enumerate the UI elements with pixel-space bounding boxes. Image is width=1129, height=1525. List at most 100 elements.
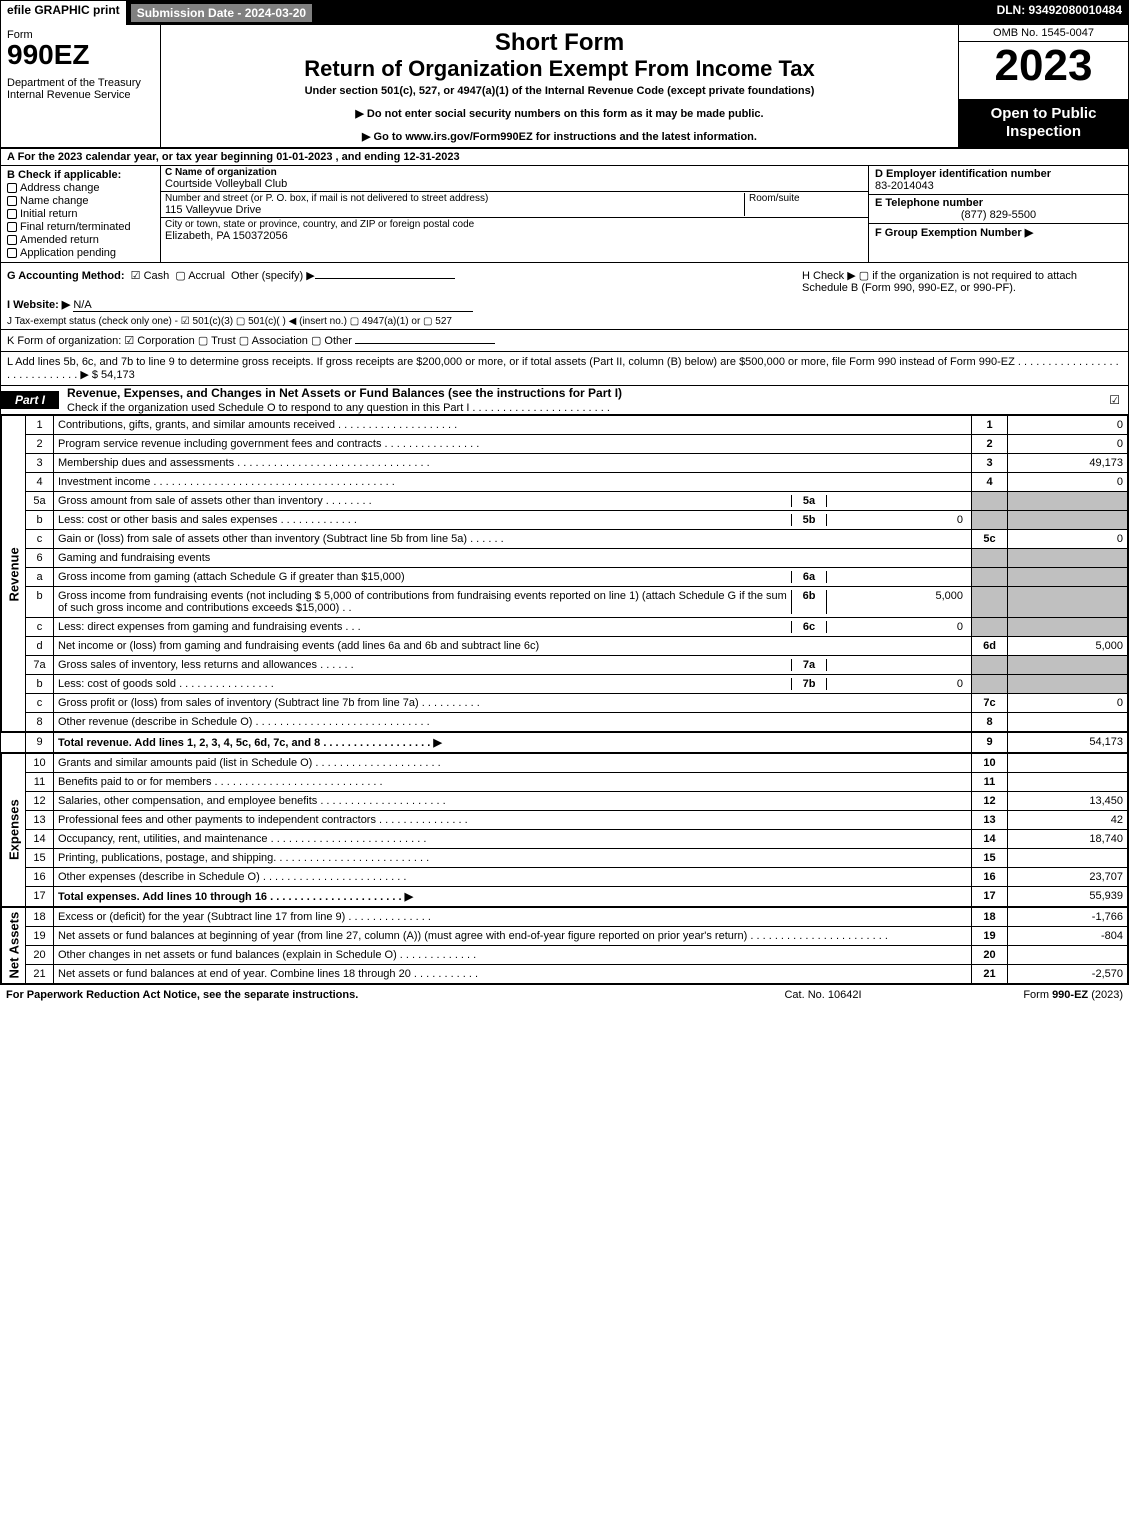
ln-19: 19 [26,927,54,946]
chk-initial-return-label: Initial return [20,208,77,220]
g-accrual: Accrual [188,270,225,282]
num-6c-shade [972,618,1008,637]
section-b: B Check if applicable: Address change Na… [1,166,161,262]
sub-7b-val: 0 [827,678,967,690]
chk-application-pending[interactable]: Application pending [7,247,154,259]
part-i-header: Part I Revenue, Expenses, and Changes in… [1,386,1128,415]
header-left: Form 990EZ Department of the Treasury In… [1,25,161,147]
sub-6a-desc: Gross income from gaming (attach Schedul… [58,571,791,583]
lines-table: Revenue 1Contributions, gifts, grants, a… [1,415,1128,984]
chk-amended-return-label: Amended return [20,234,99,246]
part-i-check[interactable]: ☑ [1109,393,1128,407]
section-l: L Add lines 5b, 6c, and 7b to line 9 to … [1,352,1128,386]
num-8: 8 [972,713,1008,733]
desc-20: Other changes in net assets or fund bala… [54,946,972,965]
desc-8: Other revenue (describe in Schedule O) .… [54,713,972,733]
section-j: J Tax-exempt status (check only one) - ☑… [1,314,1128,330]
desc-15: Printing, publications, postage, and shi… [54,849,972,868]
website-value: N/A [73,299,473,312]
desc-6a: Gross income from gaming (attach Schedul… [54,568,972,587]
desc-5c: Gain or (loss) from sale of assets other… [54,530,972,549]
desc-6c: Less: direct expenses from gaming and fu… [54,618,972,637]
chk-amended-return[interactable]: Amended return [7,234,154,246]
desc-9: Total revenue. Add lines 1, 2, 3, 4, 5c,… [54,732,972,753]
sub-6b-num: 6b [791,590,827,614]
val-14: 18,740 [1008,830,1128,849]
ln-5a: 5a [26,492,54,511]
desc-6d: Net income or (loss) from gaming and fun… [54,637,972,656]
part-i-subtitle: Check if the organization used Schedule … [67,402,610,414]
g-other-blank[interactable] [315,278,455,279]
netassets-label: Net Assets [2,907,26,984]
g-label: G Accounting Method: [7,270,125,282]
val-17: 55,939 [1008,887,1128,908]
val-3: 49,173 [1008,454,1128,473]
section-c: C Name of organization Courtside Volleyb… [161,166,868,262]
desc-9-text: Total revenue. Add lines 1, 2, 3, 4, 5c,… [58,737,442,749]
instruction-2-text: ▶ Go to www.irs.gov/Form990EZ for instru… [362,131,757,143]
ln-5c: c [26,530,54,549]
num-1: 1 [972,416,1008,435]
val-6a-shade [1008,568,1128,587]
desc-12: Salaries, other compensation, and employ… [54,792,972,811]
section-i: I Website: ▶ N/A [1,296,1128,314]
section-bcde: B Check if applicable: Address change Na… [1,166,1128,263]
ln-7a: 7a [26,656,54,675]
sub-7a-desc: Gross sales of inventory, less returns a… [58,659,791,671]
expenses-label: Expenses [2,753,26,907]
department-label: Department of the Treasury Internal Reve… [7,77,154,101]
val-15 [1008,849,1128,868]
num-2: 2 [972,435,1008,454]
sub-6b-desc: Gross income from fundraising events (no… [58,590,791,614]
chk-address-change[interactable]: Address change [7,182,154,194]
desc-4: Investment income . . . . . . . . . . . … [54,473,972,492]
val-21: -2,570 [1008,965,1128,984]
num-5c: 5c [972,530,1008,549]
footer-left: For Paperwork Reduction Act Notice, see … [6,989,723,1001]
form-header: Form 990EZ Department of the Treasury In… [1,25,1128,149]
ln-2: 2 [26,435,54,454]
open-to-public: Open to Public Inspection [959,99,1128,147]
short-form-title: Short Form [169,29,950,57]
val-5a-shade [1008,492,1128,511]
section-g: G Accounting Method: ☑ Cash ▢ Accrual Ot… [7,269,802,294]
revenue-label: Revenue [2,416,26,733]
chk-name-change[interactable]: Name change [7,195,154,207]
chk-final-return[interactable]: Final return/terminated [7,221,154,233]
ln-12: 12 [26,792,54,811]
num-7a-shade [972,656,1008,675]
instruction-2: ▶ Go to www.irs.gov/Form990EZ for instru… [169,130,950,143]
b-label: B Check if applicable: [7,169,121,181]
ln-6c: c [26,618,54,637]
l-text: L Add lines 5b, 6c, and 7b to line 9 to … [7,356,1119,381]
desc-7c: Gross profit or (loss) from sales of inv… [54,694,972,713]
chk-initial-return[interactable]: Initial return [7,208,154,220]
part-i-title-text: Revenue, Expenses, and Changes in Net As… [67,386,622,400]
d-ein: D Employer identification number 83-2014… [869,166,1128,195]
row-org-name: C Name of organization Courtside Volleyb… [161,166,868,192]
page-footer: For Paperwork Reduction Act Notice, see … [0,985,1129,1005]
ln-6: 6 [26,549,54,568]
dln-label: DLN: 93492080010484 [991,1,1128,25]
row-street: Number and street (or P. O. box, if mail… [161,192,868,218]
ln-17: 17 [26,887,54,908]
desc-5b: Less: cost or other basis and sales expe… [54,511,972,530]
k-other-blank[interactable] [355,343,495,344]
num-6b-shade [972,587,1008,618]
efile-label: efile GRAPHIC print [1,1,128,25]
val-5c: 0 [1008,530,1128,549]
ln-13: 13 [26,811,54,830]
ln-6b: b [26,587,54,618]
desc-7b: Less: cost of goods sold . . . . . . . .… [54,675,972,694]
group-label: F Group Exemption Number ▶ [875,227,1033,239]
under-section: Under section 501(c), 527, or 4947(a)(1)… [169,85,950,97]
num-19: 19 [972,927,1008,946]
sub-6a-val [827,571,967,583]
ln-18: 18 [26,907,54,927]
num-7b-shade [972,675,1008,694]
val-18: -1,766 [1008,907,1128,927]
num-9: 9 [972,732,1008,753]
val-6b-shade [1008,587,1128,618]
omb-number: OMB No. 1545-0047 [959,25,1128,42]
val-6-shade [1008,549,1128,568]
